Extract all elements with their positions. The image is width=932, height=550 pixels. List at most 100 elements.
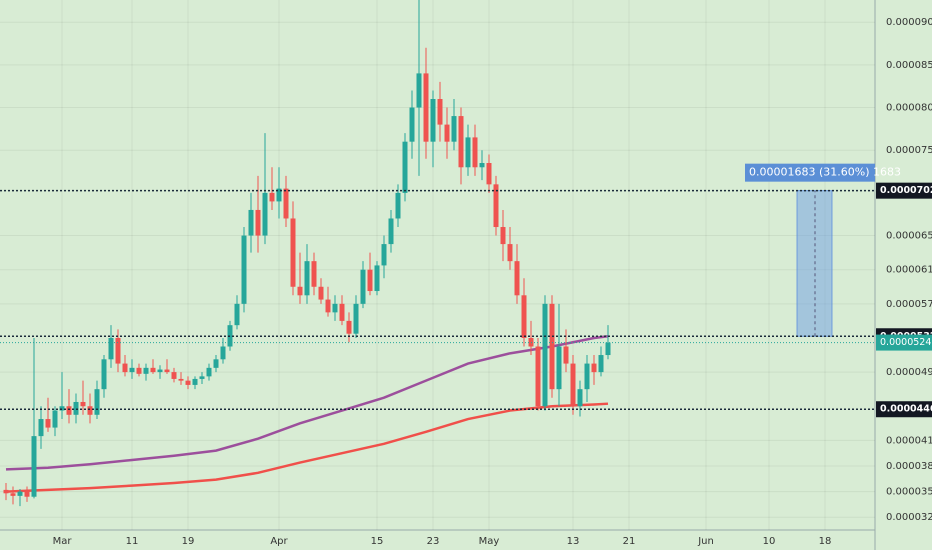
candle-body (444, 124, 450, 142)
x-tick-label: 13 (567, 536, 580, 547)
y-tick-label: 0.00007500 (886, 145, 932, 156)
candle-body (185, 380, 191, 385)
candle-body (108, 337, 114, 360)
candle-body (486, 163, 492, 185)
candle-body (171, 372, 177, 379)
candle-body (283, 188, 289, 219)
candle-body (213, 359, 219, 368)
level-label: 0.00007026 (880, 185, 932, 196)
candle-body (325, 299, 331, 313)
candle-body (451, 116, 457, 142)
candle-body (157, 369, 163, 373)
x-tick-label: 15 (371, 536, 384, 547)
candle-body (297, 286, 303, 296)
price-label-bg (876, 334, 932, 351)
candle-body (122, 363, 128, 373)
candle-body (73, 401, 79, 415)
x-tick-label: 10 (763, 536, 776, 547)
candle-body (542, 303, 548, 407)
price-label: 0.00005246 (880, 337, 932, 348)
candle-body (423, 73, 429, 142)
candle-body (199, 376, 205, 379)
y-tick-label: 0.00006500 (886, 231, 932, 242)
candle-body (500, 227, 506, 245)
y-tick-label: 0.00003200 (886, 512, 932, 523)
y-tick-label: 0.00008000 (886, 103, 932, 114)
candle-body (332, 303, 338, 313)
y-tick-label: 0.00006100 (886, 265, 932, 276)
candle-body (416, 73, 422, 108)
x-tick-label: 21 (623, 536, 636, 547)
candle-body (388, 218, 394, 245)
y-tick-label: 0.00004900 (886, 367, 932, 378)
candle-body (556, 346, 562, 390)
candle-body (458, 116, 464, 168)
candle-body (143, 367, 149, 374)
candle-body (605, 342, 611, 356)
candle-body (311, 261, 317, 287)
candle-body (584, 363, 590, 390)
level-label-bg (876, 401, 932, 418)
measure-label: 0.00001683 (31.60%) 1683 (749, 166, 901, 179)
candle-body (465, 137, 471, 168)
level-label: 0.00004465 (880, 404, 932, 415)
candle-body (353, 303, 359, 334)
candle-body (87, 406, 93, 415)
candle-body (178, 378, 184, 381)
candle-body (339, 303, 345, 321)
candle-body (248, 209, 254, 236)
measure-label-bg (745, 163, 875, 182)
candle-body (206, 367, 212, 377)
candle-body (255, 209, 261, 236)
candle-body (507, 244, 513, 262)
candle-body (164, 369, 170, 373)
candle-body (234, 303, 240, 326)
x-tick-label: Jun (697, 536, 714, 547)
x-tick-label: 19 (182, 536, 195, 547)
candle-body (318, 286, 324, 300)
candle-body (514, 261, 520, 296)
candle-body (367, 269, 373, 292)
candle-body (59, 406, 65, 411)
candle-body (290, 218, 296, 287)
candle-body (535, 346, 541, 407)
candle-body (192, 378, 198, 385)
candle-body (591, 363, 597, 373)
candle-body (577, 389, 583, 407)
candle-body (220, 346, 226, 360)
candle-body (241, 235, 247, 304)
candle-body (493, 184, 499, 228)
x-tick-label: May (479, 536, 500, 547)
candle-body (346, 320, 352, 334)
candle-body (409, 107, 415, 142)
y-tick-label: 0.00003800 (886, 461, 932, 472)
candle-body (38, 419, 44, 437)
candle-body (24, 491, 30, 497)
y-tick-label: 0.00005700 (886, 299, 932, 310)
x-tick-label: 23 (427, 536, 440, 547)
candle-body (45, 419, 51, 428)
candle-body (17, 491, 23, 496)
level-label-bg (876, 182, 932, 199)
candle-body (374, 265, 380, 292)
candle-body (101, 359, 107, 390)
x-tick-label: 11 (126, 536, 139, 547)
candle-body (598, 355, 604, 373)
candle-body (563, 346, 569, 364)
candle-body (437, 99, 443, 125)
y-tick-label: 0.00003500 (886, 487, 932, 498)
candle-body (276, 188, 282, 202)
candle-body (94, 389, 100, 415)
candle-body (381, 244, 387, 266)
x-tick-label: 18 (819, 536, 832, 547)
candle-body (136, 367, 142, 374)
candle-body (521, 295, 527, 338)
y-tick-label: 0.00008500 (886, 60, 932, 71)
candle-body (115, 337, 121, 364)
candle-body (52, 410, 58, 428)
candle-body (402, 141, 408, 193)
candle-body (395, 192, 401, 219)
candle-body (129, 367, 135, 373)
